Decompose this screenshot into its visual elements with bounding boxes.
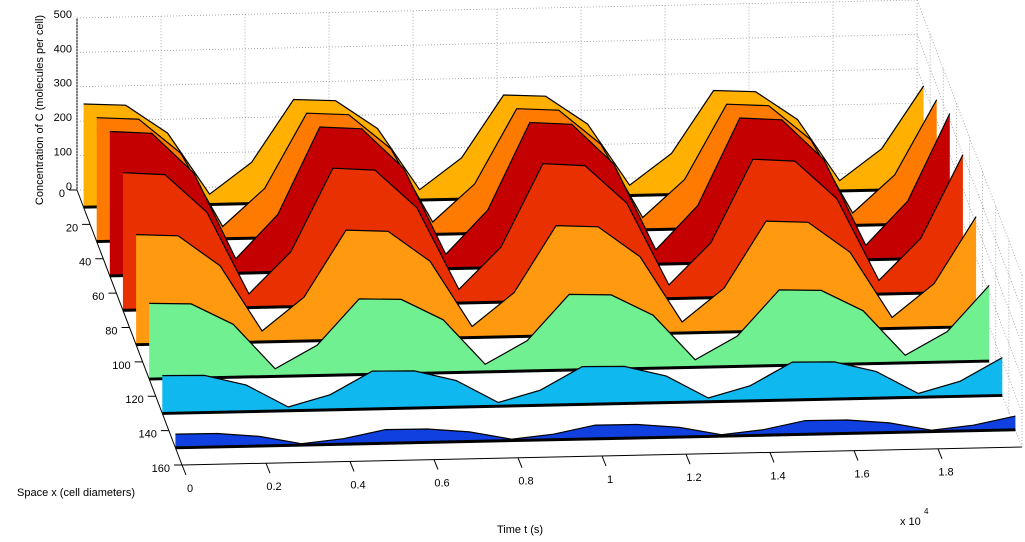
x-tick xyxy=(853,450,859,461)
x-tick-label: 0.8 xyxy=(518,476,533,488)
x-tick-label: 0 xyxy=(187,483,193,495)
ribbon-line xyxy=(162,357,1003,408)
z-tick-label: 200 xyxy=(54,112,72,124)
ribbon-floor xyxy=(175,428,1016,450)
x-tick xyxy=(265,463,271,474)
y-tick-label: 40 xyxy=(79,257,91,269)
y-tick-label: 140 xyxy=(139,429,157,441)
x-tick xyxy=(349,461,355,472)
x-tick xyxy=(685,454,691,465)
ribbon-line xyxy=(96,99,938,228)
y-tick-label: 80 xyxy=(105,325,117,337)
ribbon-line xyxy=(83,85,925,196)
z-tick-label: 0 xyxy=(66,181,72,193)
x-tick xyxy=(601,455,607,467)
z-axis-label: Concentration of C (molecules per cell) xyxy=(34,15,46,205)
x-tick-label: 0.6 xyxy=(434,478,449,490)
x-tick-label: 0.4 xyxy=(350,479,365,491)
ribbon-fill xyxy=(149,285,990,380)
x-tick-label: 1.8 xyxy=(938,467,953,479)
ribbon-line xyxy=(122,154,964,295)
grid-line xyxy=(76,34,918,53)
x-scale-label: x 10 xyxy=(900,516,921,528)
y-tick-label: 100 xyxy=(112,360,130,372)
x-tick-label: 1.4 xyxy=(770,470,785,482)
ribbon-line xyxy=(149,284,990,370)
z-tick-label: 100 xyxy=(54,147,72,159)
y-tick-label: 160 xyxy=(152,463,170,475)
x-tick xyxy=(517,457,523,468)
ribbon-floor xyxy=(162,393,1003,415)
x-tick xyxy=(937,448,943,459)
x-tick-label: 1.2 xyxy=(686,472,701,484)
x-tick xyxy=(769,452,775,463)
ribbon-line xyxy=(109,113,951,260)
z-tick-label: 300 xyxy=(54,78,72,90)
ribbon-line xyxy=(136,216,977,332)
y-tick-label: 120 xyxy=(125,394,143,406)
z-tick-label: 400 xyxy=(54,43,72,55)
ribbon-line xyxy=(175,415,1016,445)
x-tick xyxy=(181,464,187,476)
y-tick-label: 60 xyxy=(92,291,104,303)
x-scale-exponent: 4 xyxy=(924,507,929,516)
ribbon-fill xyxy=(175,416,1016,448)
x-tick-label: 0.2 xyxy=(266,481,281,493)
ribbon-floor xyxy=(149,359,990,381)
grid-line xyxy=(76,68,918,88)
grid-line xyxy=(916,68,1023,344)
grid-line xyxy=(916,34,1023,310)
x-tick xyxy=(433,459,439,470)
x-tick-label: 1.6 xyxy=(854,469,869,481)
y-axis-label: Space x (cell diameters) xyxy=(17,487,135,499)
x-tick-label: 1 xyxy=(607,474,613,486)
x-axis-label: Time t (s) xyxy=(497,524,543,536)
z-tick-label: 500 xyxy=(54,9,72,21)
y-tick-label: 20 xyxy=(66,222,78,234)
y-tick-label: 0 xyxy=(59,188,65,200)
